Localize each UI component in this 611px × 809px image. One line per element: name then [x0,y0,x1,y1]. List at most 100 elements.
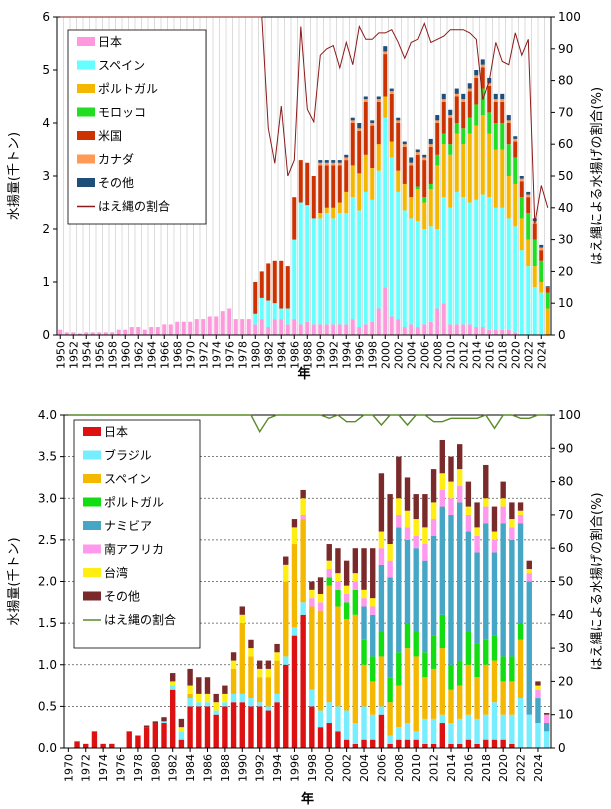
bar-segment [441,93,446,100]
x-tick-label: 2024 [535,341,548,369]
bar-segment [279,260,284,309]
bar-segment [404,623,411,649]
bar-segment [279,319,284,335]
bar-segment [422,743,428,748]
bar-segment [350,117,355,121]
bar-segment [266,327,271,335]
bar-segment [430,635,437,669]
legend-swatch [77,107,95,117]
bar-segment [526,197,531,214]
bar-segment [474,327,479,335]
bar-segment [461,197,466,325]
bar-segment [500,99,505,102]
bar-segment [326,560,332,570]
y2-tick-label: 20 [558,264,573,278]
bar-segment [404,510,411,528]
bar-segment [233,319,238,335]
bar-segment [500,329,505,335]
bar-segment [387,560,393,578]
bar-segment [378,714,385,748]
bar-segment [415,186,420,190]
bar-segment [324,162,329,166]
bar-segment [409,218,414,325]
bar-segment [487,83,492,86]
bar-segment [291,544,298,628]
bar-segment [196,706,202,748]
bar-segment [311,218,316,325]
bar-segment [454,191,459,325]
bar-segment [331,160,336,163]
bar-segment [142,329,147,335]
bar-segment [178,739,185,748]
bar-segment [326,585,332,703]
x-tick-label: 1978 [236,341,249,369]
bar-segment [428,189,433,227]
bar-segment [352,723,359,744]
x-tick-label: 1988 [301,341,314,369]
bar-segment [383,51,388,55]
bar-segment [539,260,544,282]
bar-segment [337,162,342,166]
bar-segment [253,313,258,325]
bar-segment [545,287,550,293]
bar-segment [220,311,225,335]
bar-segment [526,573,532,582]
bar-segment [187,706,193,748]
bar-segment [526,266,531,335]
bar-segment [396,527,402,653]
bar-segment [387,743,393,748]
x-tick-label: 1954 [80,341,93,369]
bar-segment [256,702,263,707]
bar-segment [317,577,324,594]
bar-segment [474,75,479,78]
bar-segment [344,157,349,161]
bar-segment [309,581,315,590]
bar-segment [545,308,550,335]
bar-segment [283,581,289,657]
bar-segment [517,523,524,624]
bar-segment [175,321,180,335]
bar-segment [343,593,350,603]
bar-segment [387,702,393,736]
bar-segment [317,727,324,748]
bar-segment [350,120,355,123]
bar-segment [506,123,511,145]
bar-segment [222,693,228,703]
bar-segment [343,585,350,594]
bar-segment [378,656,385,707]
bar-segment [324,324,329,335]
bar-segment [404,648,411,724]
bar-segment [435,165,440,229]
x-axis-title: 年 [301,791,314,807]
bar-segment [509,714,515,744]
bar-segment [344,154,349,158]
bar-segment [272,303,277,320]
bar-segment [428,146,433,184]
bar-segment [465,739,472,748]
y2-tick-label: 0 [558,741,566,755]
bar-segment [361,639,367,665]
bar-segment [274,643,280,653]
bar-segment [239,614,245,624]
bar-segment [435,154,440,166]
bar-segment [500,681,506,715]
x-tick-label: 1994 [271,754,284,782]
legend-label: ポルトガル [104,496,164,510]
bar-segment [256,660,263,669]
bar-segment [265,677,272,707]
bar-segment [396,120,401,123]
bar-segment [103,332,108,335]
bar-segment [500,498,506,507]
bar-segment [509,527,515,540]
bar-segment [439,489,445,507]
bar-segment [491,702,498,740]
bar-segment [324,207,329,214]
bar-segment [300,498,306,515]
x-tick-label: 2010 [444,341,457,369]
bar-segment [207,316,212,335]
bar-segment [491,552,498,636]
bar-segment [331,207,336,219]
bar-segment [396,319,401,335]
bar-segment [483,464,489,499]
bar-segment [168,324,173,335]
